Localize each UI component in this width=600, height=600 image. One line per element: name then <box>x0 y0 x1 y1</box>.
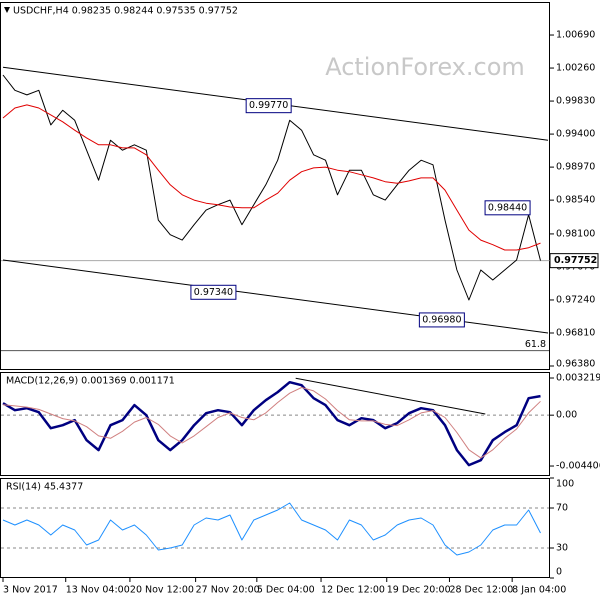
panel-frame <box>0 2 550 370</box>
panel-frame <box>0 478 550 578</box>
annotation-box <box>190 284 237 300</box>
x-tick-label: 3 Nov 2017 <box>3 585 58 596</box>
y-tick-label: 0.98540 <box>556 195 595 206</box>
last-price-box <box>549 253 599 269</box>
annotation-label: 0.97340 <box>194 287 233 298</box>
annotation-box <box>484 200 531 216</box>
panel-title: RSI(14) 45.4377 <box>6 482 83 493</box>
x-tick-label: 5 Dec 04:00 <box>257 585 315 596</box>
y-tick-label: 0.99400 <box>556 129 595 140</box>
y-tick-label: 1.00260 <box>556 63 595 74</box>
panel-title: MACD(12,26,9) 0.001369 0.001171 <box>6 376 175 387</box>
x-tick-label: 19 Dec 20:00 <box>387 585 451 596</box>
y-tick-label: 0.97240 <box>556 294 595 305</box>
annotation-label: 0.99770 <box>249 100 288 111</box>
x-tick-label: 27 Nov 20:00 <box>196 585 260 596</box>
watermark: ActionForex.com <box>325 53 525 81</box>
series-line <box>2 502 541 556</box>
y-tick-label: 0.98100 <box>556 228 595 239</box>
y-tick-label: 1.00690 <box>556 30 595 41</box>
trend-line <box>295 377 486 415</box>
annotation-label: 0.98440 <box>488 202 527 213</box>
series-line <box>2 380 541 467</box>
y-tick-label: -0.004406 <box>556 461 600 472</box>
annotation-label: 0.96980 <box>422 314 461 325</box>
y-tick-label: 0.99830 <box>556 96 595 107</box>
y-tick-label: 0.96810 <box>556 327 595 338</box>
title-icon <box>4 7 10 13</box>
x-tick-label: 28 Dec 12:00 <box>449 585 513 596</box>
y-tick-label: 0.98970 <box>556 162 595 173</box>
last-price-label: 0.97752 <box>554 255 597 266</box>
y-tick-label: 0 <box>556 567 562 578</box>
series-line <box>2 387 541 459</box>
panel-frame <box>0 372 550 476</box>
x-tick-label: 20 Nov 12:00 <box>130 585 194 596</box>
y-tick-label: 0.003219 <box>556 373 600 384</box>
annotation-box <box>418 312 465 328</box>
x-tick-label: 13 Nov 04:00 <box>66 585 130 596</box>
y-tick-label: 30 <box>556 543 568 554</box>
x-tick-label: 12 Dec 12:00 <box>321 585 385 596</box>
y-tick-label: 100 <box>556 479 574 490</box>
y-tick-label: 0.00 <box>556 410 577 421</box>
series-line <box>2 104 541 251</box>
y-tick-label: 0.96380 <box>556 359 595 370</box>
level-label: 61.8 <box>525 339 546 350</box>
series-line <box>2 74 541 301</box>
panel-title: USDCHF,H4 0.98235 0.98244 0.97535 0.9775… <box>13 6 238 17</box>
y-tick-label: 70 <box>556 503 568 514</box>
annotation-box <box>245 98 292 114</box>
x-tick-label: 8 Jan 04:00 <box>512 585 566 596</box>
